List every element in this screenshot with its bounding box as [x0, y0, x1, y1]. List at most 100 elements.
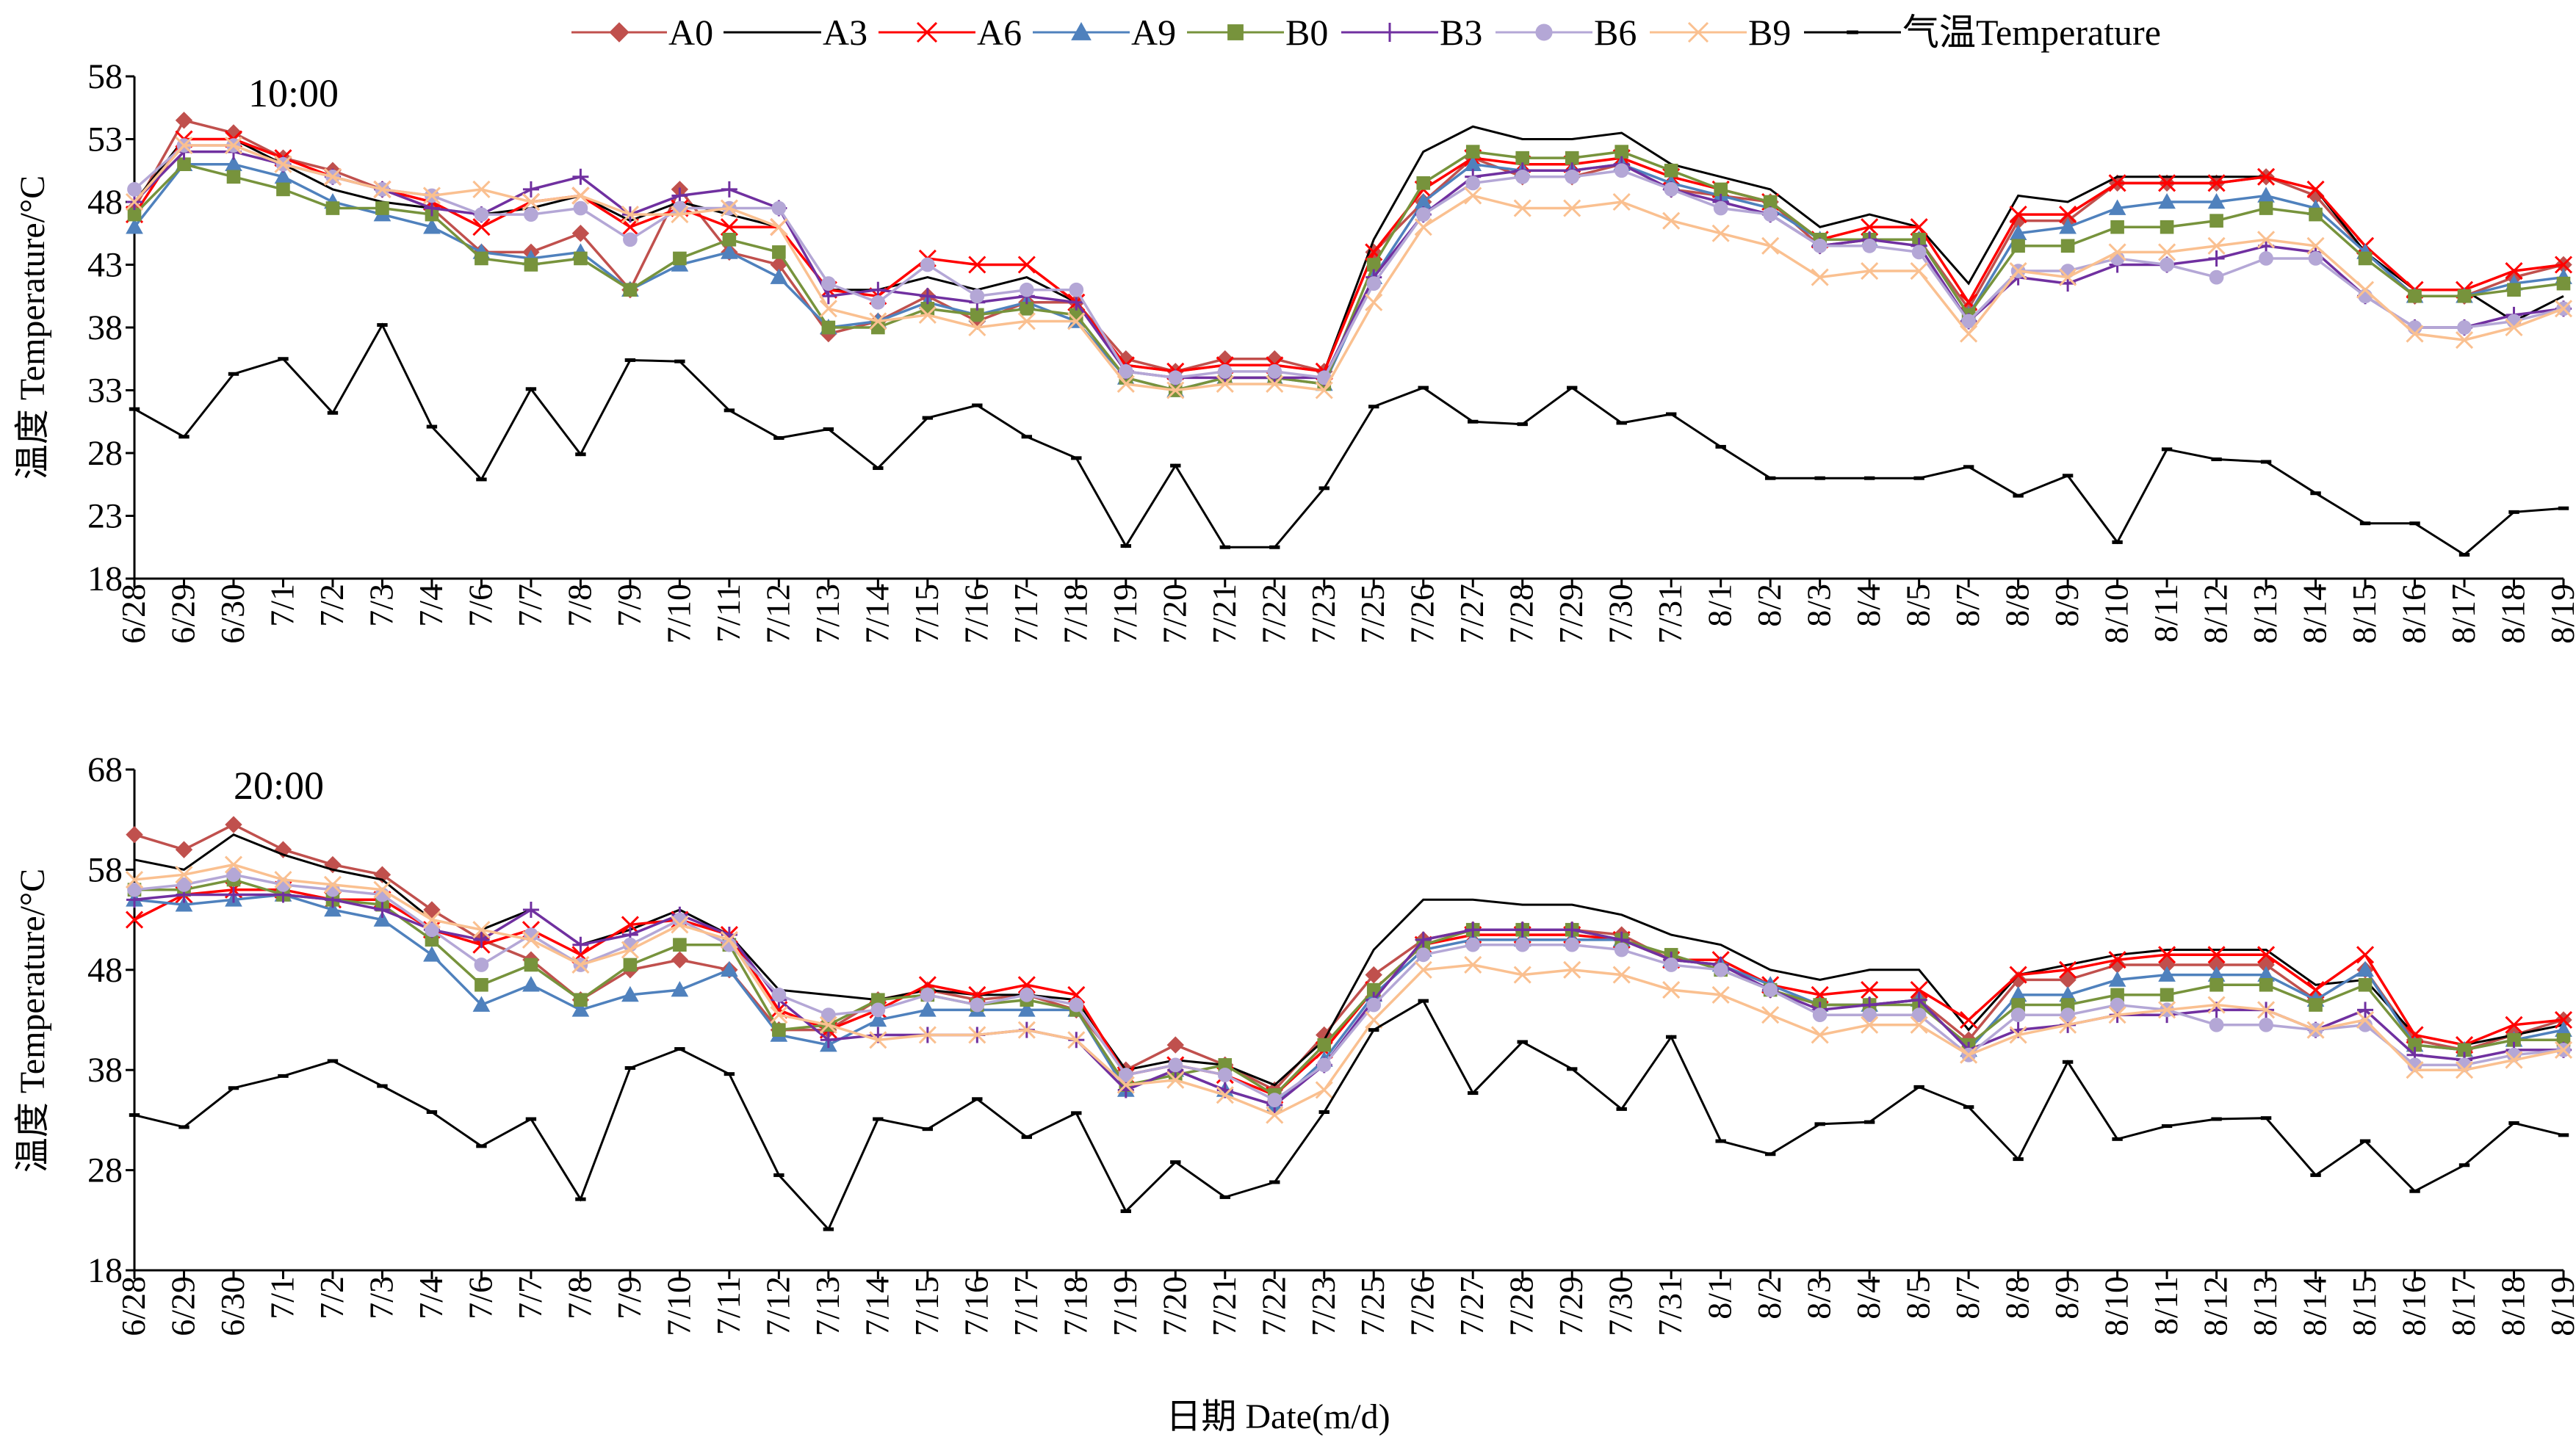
data-point-A9	[2108, 199, 2126, 215]
data-point-B6	[970, 997, 985, 1013]
data-point-A9	[2356, 960, 2374, 977]
data-point-B6	[1614, 163, 1629, 178]
x-tick-label: 7/12	[759, 1276, 796, 1336]
x-tick-label: 7/27	[1453, 1276, 1490, 1336]
data-point-B9	[770, 1006, 788, 1024]
data-point-B3	[919, 288, 936, 305]
series-A9	[126, 886, 2572, 1112]
data-point-A6	[2108, 174, 2126, 192]
data-point-A0	[175, 112, 193, 129]
y-tick-label: 53	[87, 120, 123, 159]
series-line-A3	[133, 125, 2564, 373]
x-tick-label: 8/2	[1750, 1276, 1788, 1320]
series-line-A9	[133, 162, 2564, 392]
x-tick-label: 8/13	[2246, 1276, 2284, 1336]
data-point-B3	[572, 936, 589, 953]
x-tick-label: 8/18	[2494, 1276, 2532, 1336]
data-point-B9	[1266, 1106, 1284, 1124]
data-point-B9	[1910, 261, 1928, 280]
data-point-B9	[819, 300, 837, 318]
data-point-B9	[2256, 1001, 2276, 1019]
data-point-B0	[475, 977, 488, 992]
data-point-B9	[621, 206, 639, 224]
data-point-B6	[2259, 251, 2273, 266]
x-tick-label: 8/14	[2296, 584, 2334, 644]
data-point-B9	[323, 167, 342, 186]
data-point-A6	[2009, 206, 2027, 224]
data-point-B3	[1514, 922, 1531, 938]
data-point-A0	[671, 951, 689, 969]
data-point-B9	[1662, 981, 1681, 999]
y-tick-label: 28	[87, 434, 123, 473]
data-point-A9	[423, 946, 441, 962]
data-point-B9	[968, 318, 986, 337]
data-point-B0	[1465, 145, 1480, 159]
data-point-B9	[1761, 1006, 1780, 1024]
data-point-B9	[1811, 268, 1829, 286]
data-point-B9	[422, 187, 441, 205]
data-point-B9	[522, 930, 540, 949]
data-point-B9	[1067, 1031, 1086, 1049]
data-point-A9	[918, 1001, 937, 1017]
chart-10-00: 18 23 28 33 38 43 48 53 58 6/28 6/29 6/30 7/1 7/2 7/3 7…	[13, 57, 2576, 644]
data-point-B6	[1664, 182, 1679, 197]
data-point-B0	[524, 958, 538, 972]
data-point-B3	[473, 931, 490, 948]
data-point-A6	[621, 916, 639, 934]
data-point-A9	[721, 243, 738, 259]
series-A0	[126, 112, 2572, 380]
data-point-B9	[2108, 1006, 2126, 1024]
data-point-B9	[1315, 1081, 1333, 1099]
x-tick-label: 7/15	[908, 1276, 945, 1336]
data-point-B6	[1862, 239, 1877, 253]
data-point-A9	[621, 985, 639, 1002]
x-tick-label: 7/12	[759, 584, 796, 644]
data-point-A6	[968, 256, 986, 274]
x-tick-label: 6/29	[164, 584, 201, 644]
x-tick-label: 7/2	[313, 584, 350, 627]
data-point-A6	[2554, 1010, 2573, 1029]
data-point-A6	[1017, 256, 1036, 274]
x-tick-label: 8/18	[2494, 584, 2532, 644]
data-point-A6	[2207, 174, 2226, 192]
data-point-A0	[423, 901, 441, 919]
data-point-B6	[1118, 364, 1133, 379]
data-point-B6	[970, 289, 985, 304]
data-point-B6	[2308, 251, 2323, 266]
data-point-B6	[1366, 997, 1382, 1013]
series-line-A6	[134, 888, 2564, 1097]
x-tick-label: 7/28	[1503, 1276, 1540, 1336]
data-point-A9	[1017, 1001, 1036, 1017]
x-tick-label: 8/1	[1701, 1276, 1739, 1320]
data-point-B9	[1861, 261, 1879, 280]
data-point-B9	[2505, 1051, 2523, 1069]
data-point-B9	[274, 155, 292, 173]
x-tick-label: 7/13	[809, 1276, 846, 1336]
data-point-A9	[423, 218, 441, 234]
legend-marker-A9	[1071, 21, 1092, 40]
x-tick-label: 8/7	[1949, 584, 1986, 627]
data-point-A6	[2158, 174, 2176, 192]
data-point-A9	[472, 996, 491, 1012]
data-point-B0	[475, 251, 488, 266]
x-tick-label: 7/9	[610, 584, 648, 627]
data-point-A6	[2256, 946, 2276, 964]
data-point-B9	[1662, 211, 1681, 230]
data-point-B9	[373, 880, 392, 899]
x-tick-label: 7/11	[710, 1276, 747, 1335]
legend-item-A3: A3	[724, 12, 867, 53]
data-point-B9	[571, 187, 590, 205]
y-tick-label: 33	[87, 372, 123, 410]
data-point-A9	[324, 900, 342, 917]
legend-label: A0	[668, 12, 713, 53]
data-point-B9	[2306, 1021, 2325, 1039]
data-point-A6	[2306, 180, 2325, 198]
data-point-B9	[1513, 199, 1531, 217]
x-tick-label: 8/19	[2544, 584, 2576, 644]
data-point-B9	[2406, 1061, 2424, 1079]
data-point-B6	[821, 276, 836, 291]
data-point-B6	[2457, 320, 2472, 335]
x-tick-label: 7/21	[1205, 1276, 1243, 1336]
data-point-B6	[1713, 200, 1728, 216]
x-tick-label: 6/28	[115, 1276, 152, 1336]
